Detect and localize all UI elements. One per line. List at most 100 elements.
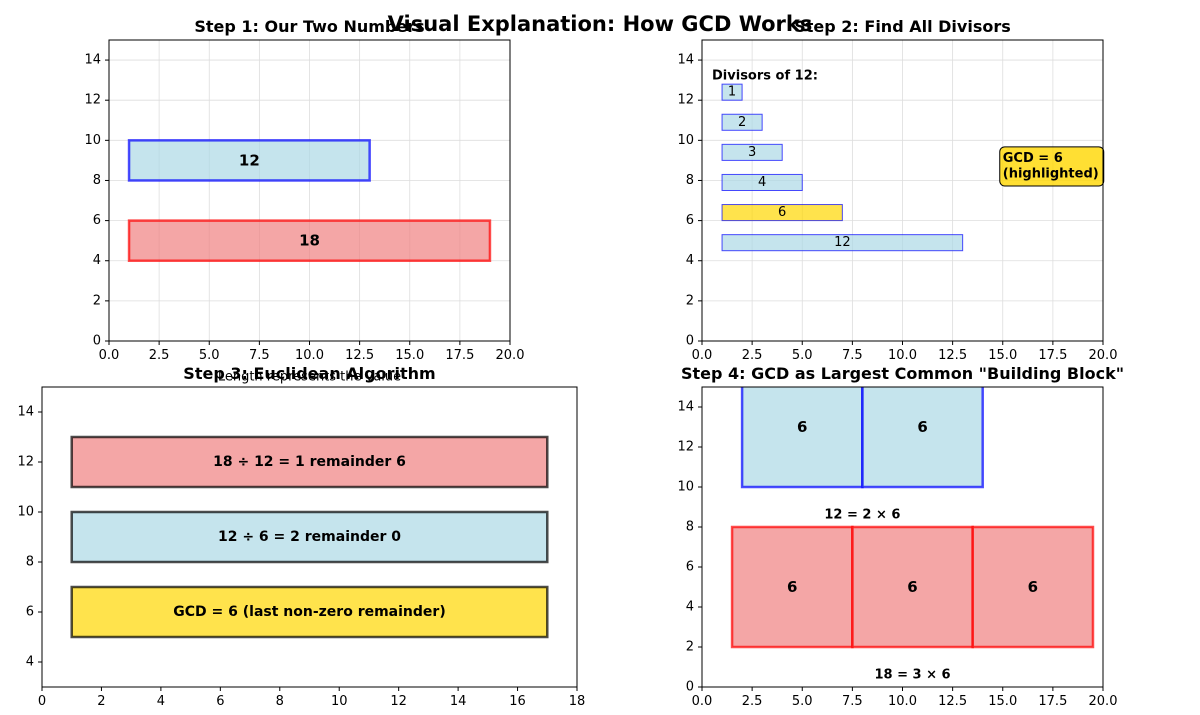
y-tick-label: 0 (93, 334, 101, 349)
x-tick-label: 6 (216, 694, 224, 709)
x-tick-label: 0.0 (692, 694, 713, 709)
y-tick-label: 10 (17, 505, 34, 520)
y-tick-label: 4 (93, 253, 101, 268)
panel-text: Length represents the value (218, 370, 401, 385)
x-tick-label: 2.5 (149, 348, 170, 363)
y-tick-label: 8 (93, 173, 101, 188)
axis-ticks: 0.0 2.5 5.0 7.5 10.0 12.5 15.0 17.5 20.002468101… (677, 53, 1117, 363)
axes-frame (41, 386, 578, 688)
bar-1 (127, 139, 371, 182)
y-tick-label: 4 (686, 600, 694, 615)
bar-1 (721, 83, 743, 101)
x-tick-label: 15.0 (988, 348, 1017, 363)
x-tick-label: 12.5 (938, 694, 967, 709)
y-tick-label: 6 (93, 213, 101, 228)
y-tick-label: 10 (677, 133, 694, 148)
y-tick-label: 8 (686, 520, 694, 535)
x-tick-label: 4 (157, 694, 165, 709)
gcd-callout: GCD = 6(highlighted) (999, 146, 1105, 187)
x-tick-label: 2.5 (742, 694, 763, 709)
x-tick-label: 16 (509, 694, 526, 709)
bar-label: 6 (787, 578, 797, 596)
x-tick-label: 18 (569, 694, 586, 709)
bar-label: 12 (239, 151, 260, 169)
panel-1: 12 18 Length represents the value 0.0 2.5 5.0… (84, 17, 524, 385)
bar-label: 2 (738, 115, 746, 130)
bar-label: 3 (748, 145, 756, 160)
x-tick-label: 2 (97, 694, 105, 709)
x-tick-label: 7.5 (842, 694, 863, 709)
bar-3 (721, 143, 783, 161)
figure-title: Visual Explanation: How GCD Works (388, 12, 813, 36)
x-tick-label: 12.5 (345, 348, 374, 363)
x-tick-label: 8 (276, 694, 284, 709)
bar-2 (861, 387, 984, 489)
y-tick-label: 4 (26, 655, 34, 670)
y-tick-label: 10 (677, 480, 694, 495)
bar-2 (721, 113, 763, 131)
bar-1 (70, 435, 549, 489)
bar-5 (721, 204, 843, 222)
y-tick-label: 4 (686, 253, 694, 268)
x-tick-label: 0.0 (99, 348, 120, 363)
y-tick-label: 12 (17, 455, 34, 470)
x-tick-label: 20.0 (1089, 348, 1118, 363)
bar-label: 18 (299, 232, 320, 250)
y-tick-label: 12 (677, 440, 694, 455)
panel-text: 18 = 3 × 6 (874, 668, 950, 683)
panel-title: Step 3: Euclidean Algorithm (183, 364, 435, 383)
y-tick-label: 14 (17, 405, 34, 420)
panel-text: Divisors of 12: (712, 69, 818, 84)
x-tick-label: 17.5 (1038, 348, 1067, 363)
x-tick-label: 12 (390, 694, 407, 709)
x-tick-label: 12.5 (938, 348, 967, 363)
panel-text: 12 = 2 × 6 (824, 508, 900, 523)
bar-6 (721, 234, 964, 252)
y-tick-label: 0 (686, 680, 694, 695)
y-tick-label: 6 (26, 605, 34, 620)
y-tick-label: 12 (84, 93, 101, 108)
x-tick-label: 0 (38, 694, 46, 709)
bar-2 (127, 219, 492, 262)
y-tick-label: 14 (677, 53, 694, 68)
svg-text:GCD = 6: GCD = 6 (1003, 151, 1063, 166)
y-tick-label: 10 (84, 133, 101, 148)
bar-label: 6 (907, 578, 917, 596)
y-tick-label: 0 (686, 334, 694, 349)
panel-3: 18 ÷ 12 = 1 remainder 6 12 ÷ 6 = 2 remain… (17, 364, 585, 709)
bar-label: 4 (758, 175, 766, 190)
x-tick-label: 15.0 (395, 348, 424, 363)
bar-3 (730, 525, 854, 649)
x-tick-label: 20.0 (496, 348, 525, 363)
x-tick-label: 7.5 (842, 348, 863, 363)
y-tick-label: 14 (84, 53, 101, 68)
y-tick-label: 12 (677, 93, 694, 108)
bar-label: 18 ÷ 12 = 1 remainder 6 (213, 454, 406, 470)
x-tick-label: 14 (450, 694, 467, 709)
panel-title: Step 1: Our Two Numbers (194, 17, 424, 36)
bar-label: 1 (728, 85, 736, 100)
bar-label: 6 (917, 418, 927, 436)
bar-2 (70, 510, 549, 564)
y-tick-label: 2 (93, 293, 101, 308)
y-tick-label: 2 (686, 293, 694, 308)
axis-ticks: 0.0 2.5 5.0 7.5 10.0 12.5 15.0 17.5 20.002468101… (677, 400, 1117, 710)
panel-4: 6 6 6 6 6 12 = 2 × 6 18 = 3 × 6 0.0 2.5 5.0 7.5 10.… (677, 364, 1124, 709)
bar-label: 12 ÷ 6 = 2 remainder 0 (218, 529, 401, 545)
y-tick-label: 8 (686, 173, 694, 188)
x-tick-label: 17.5 (1038, 694, 1067, 709)
y-tick-label: 8 (26, 555, 34, 570)
x-tick-label: 2.5 (742, 348, 763, 363)
bar-label: 12 (834, 235, 851, 250)
x-tick-label: 10.0 (888, 348, 917, 363)
x-tick-label: 5.0 (199, 348, 220, 363)
bar-5 (971, 525, 1095, 649)
bar-label: GCD = 6 (last non-zero remainder) (173, 604, 445, 620)
x-tick-label: 17.5 (445, 348, 474, 363)
bar-3 (70, 585, 549, 639)
panel-title: Step 2: Find All Divisors (794, 17, 1011, 36)
y-tick-label: 2 (686, 640, 694, 655)
bar-label: 6 (1028, 578, 1038, 596)
